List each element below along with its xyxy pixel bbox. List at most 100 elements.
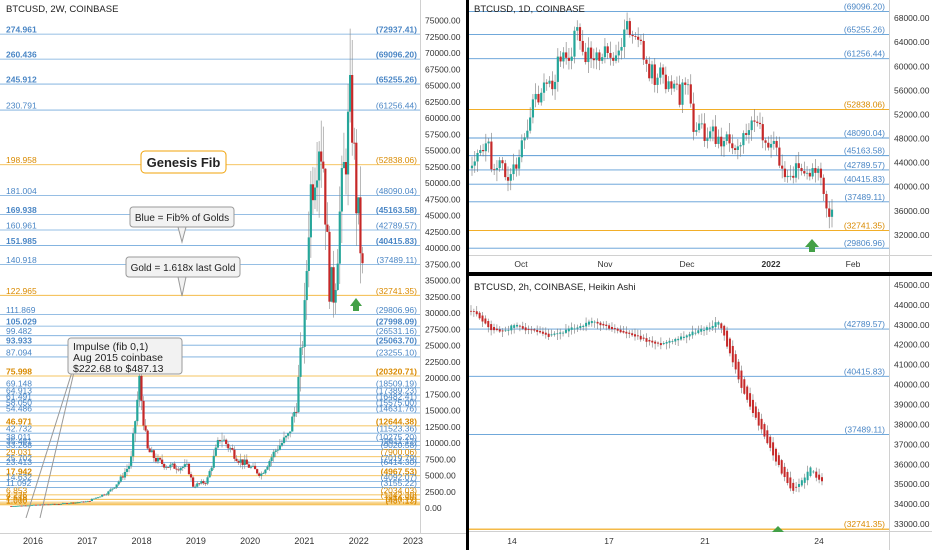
candle-body xyxy=(169,464,172,468)
candle-body xyxy=(700,328,703,332)
candle-body xyxy=(493,169,496,171)
fib-ratio-label: 151.985 xyxy=(6,236,37,246)
fib-price-label: (20320.71) xyxy=(376,367,417,377)
candle-body xyxy=(599,322,602,326)
fib-price-label: (45163.58) xyxy=(844,146,885,156)
vertical-divider[interactable] xyxy=(466,0,469,550)
candle-body xyxy=(756,121,759,123)
panel-2h-up-arrow-icon xyxy=(772,526,784,532)
candle-body xyxy=(235,458,238,462)
candle-body xyxy=(208,471,211,478)
candle-body xyxy=(620,46,623,51)
fib-price-label: (14631.76) xyxy=(376,403,417,413)
candle-body xyxy=(606,46,609,53)
fib-price-label: (40415.83) xyxy=(844,174,885,184)
candle-body xyxy=(278,445,281,450)
time-tick-label: 21 xyxy=(700,536,710,546)
fib-ratio-label: 1.000 xyxy=(6,495,28,505)
fib-price-label: (52838.06) xyxy=(376,155,417,165)
candle-body xyxy=(470,310,472,312)
candle-body xyxy=(650,64,654,79)
fib-price-label: (29806.96) xyxy=(376,305,417,315)
candle-body xyxy=(717,322,720,325)
candle-body xyxy=(206,477,209,484)
candle-body xyxy=(746,386,749,400)
candle-body xyxy=(705,327,708,331)
candle-body xyxy=(328,231,331,302)
candle-body xyxy=(173,463,176,469)
impulse-line-1: Impulse (fib 0,1) xyxy=(73,341,148,353)
price-tick-label: 17500.00 xyxy=(425,389,461,399)
candle-body xyxy=(726,330,729,347)
fib-price-label: (6414.30) xyxy=(381,457,418,467)
candle-body xyxy=(697,330,700,334)
candle-body xyxy=(585,322,588,327)
candle-body xyxy=(589,47,593,59)
candle-body xyxy=(637,36,640,40)
price-tick-label: 52500.00 xyxy=(425,162,461,172)
candle-body xyxy=(590,320,593,324)
candle-body xyxy=(792,175,795,178)
time-tick-label: 2022 xyxy=(349,536,369,546)
candle-body xyxy=(725,134,728,141)
panel-2h-fib-levels: (42789.57) (40415.83) (37489.11) (32741.35) xyxy=(469,319,889,530)
candle-body xyxy=(70,502,73,504)
candle-body xyxy=(781,165,784,169)
candle-body xyxy=(612,57,615,61)
candle-body xyxy=(745,133,748,135)
genesis-fib-callout[interactable] xyxy=(140,150,227,174)
fib-ratio-label: 140.918 xyxy=(6,255,37,265)
candle-body xyxy=(775,140,778,148)
fib-price-label: (40415.83) xyxy=(844,366,885,376)
candle-body xyxy=(780,460,783,474)
horizontal-divider[interactable] xyxy=(469,272,932,276)
candle-body xyxy=(481,149,485,152)
fib-price-label: (1342.30) xyxy=(381,490,418,500)
candle-body xyxy=(763,424,766,437)
impulse-callout[interactable] xyxy=(67,337,183,375)
candle-body xyxy=(237,461,240,463)
candle-body xyxy=(628,332,631,334)
fib-ratio-label: 198.958 xyxy=(6,155,37,165)
price-tick-label: 60000.00 xyxy=(894,61,930,71)
candle-body xyxy=(251,465,255,467)
candle-body xyxy=(276,449,279,451)
candle-body xyxy=(578,27,582,41)
candle-body xyxy=(297,376,300,413)
candle-body xyxy=(739,145,742,147)
candle-body xyxy=(605,324,608,326)
candle-body xyxy=(628,21,631,35)
candle-body xyxy=(556,333,559,335)
price-tick-label: 15000.00 xyxy=(425,406,461,416)
candle-body xyxy=(198,483,201,485)
candle-body xyxy=(320,151,323,162)
candle-body xyxy=(167,467,170,469)
blue-note-label: Blue = Fib% of Golds xyxy=(135,213,229,224)
candle-body xyxy=(603,46,607,58)
candle-body xyxy=(495,168,499,170)
time-tick-label: 24 xyxy=(814,536,824,546)
candle-body xyxy=(127,465,131,469)
candle-body xyxy=(695,130,698,132)
price-tick-label: 22500.00 xyxy=(425,357,461,367)
candle-body xyxy=(800,480,803,486)
candle-body xyxy=(346,111,350,175)
candle-body xyxy=(530,329,533,331)
fib-price-label: (9020.58) xyxy=(381,440,418,450)
fib-ratio-label: 230.791 xyxy=(6,101,37,111)
time-tick-label: Dec xyxy=(679,259,695,269)
candle-body xyxy=(747,130,751,135)
candle-body xyxy=(484,143,487,152)
fib-price-label: (29806.96) xyxy=(844,238,885,248)
price-tick-label: 60000.00 xyxy=(425,113,461,123)
candle-body xyxy=(495,328,498,331)
candle-body xyxy=(274,450,277,452)
candle-body xyxy=(550,334,553,336)
candle-body xyxy=(592,58,595,61)
candle-body xyxy=(119,476,122,482)
candle-body xyxy=(227,444,230,449)
candle-body xyxy=(518,325,521,327)
fib-price-label: (69096.20) xyxy=(844,1,885,11)
candle-body xyxy=(757,412,760,426)
fib-ratio-label: 61.491 xyxy=(6,391,32,401)
